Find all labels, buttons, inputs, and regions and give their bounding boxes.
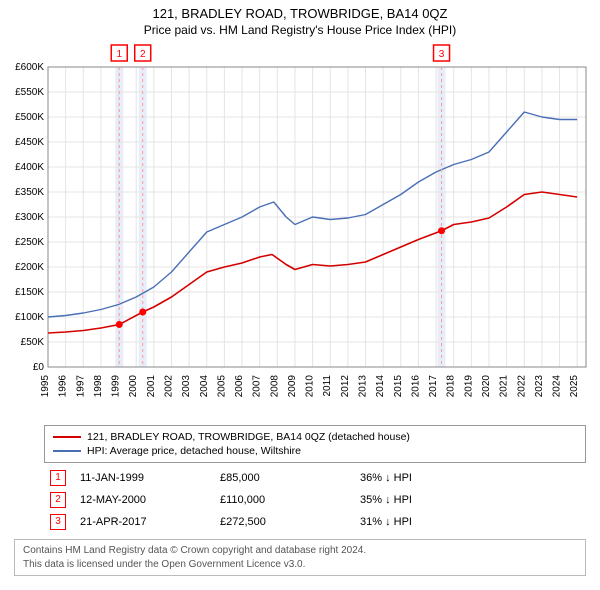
svg-text:2001: 2001 xyxy=(146,375,157,398)
svg-text:2025: 2025 xyxy=(569,375,580,398)
svg-text:1996: 1996 xyxy=(58,375,69,398)
svg-text:1995: 1995 xyxy=(40,375,51,398)
svg-text:2020: 2020 xyxy=(481,375,492,398)
marker-date: 12-MAY-2000 xyxy=(74,489,214,511)
marker-diff: 36% ↓ HPI xyxy=(354,467,586,489)
marker-badge: 1 xyxy=(50,470,66,486)
marker-price: £272,500 xyxy=(214,511,354,533)
footnote-line: This data is licensed under the Open Gov… xyxy=(23,558,577,572)
svg-text:£550K: £550K xyxy=(15,87,44,98)
svg-text:2002: 2002 xyxy=(163,375,174,398)
marker-date: 21-APR-2017 xyxy=(74,511,214,533)
legend-item: HPI: Average price, detached house, Wilt… xyxy=(53,444,577,458)
svg-text:2017: 2017 xyxy=(428,375,439,398)
svg-text:£600K: £600K xyxy=(15,62,44,73)
marker-row: 2 12-MAY-2000£110,00035% ↓ HPI xyxy=(44,489,586,511)
svg-text:2011: 2011 xyxy=(322,375,333,397)
svg-text:2016: 2016 xyxy=(410,375,421,398)
svg-text:£450K: £450K xyxy=(15,137,44,148)
svg-text:2009: 2009 xyxy=(287,375,298,398)
marker-price: £110,000 xyxy=(214,489,354,511)
svg-text:2024: 2024 xyxy=(552,375,563,398)
chart-area: £0 £50K £100K £150K £200K £250K £300K £350K £400… xyxy=(0,39,600,419)
svg-text:1998: 1998 xyxy=(93,375,104,398)
chart-subtitle: Price paid vs. HM Land Registry's House … xyxy=(0,23,600,37)
svg-text:2015: 2015 xyxy=(393,375,404,398)
chart-svg: £0 £50K £100K £150K £200K £250K £300K £350K £400… xyxy=(0,39,600,419)
svg-text:£0: £0 xyxy=(33,362,45,373)
svg-text:£300K: £300K xyxy=(15,212,44,223)
svg-text:1: 1 xyxy=(116,49,122,60)
svg-text:£250K: £250K xyxy=(15,237,44,248)
svg-text:2000: 2000 xyxy=(128,375,139,398)
legend-swatch xyxy=(53,436,81,438)
svg-text:2004: 2004 xyxy=(199,375,210,398)
marker-diff: 31% ↓ HPI xyxy=(354,511,586,533)
svg-text:£50K: £50K xyxy=(21,337,45,348)
svg-text:2: 2 xyxy=(140,49,146,60)
svg-text:2013: 2013 xyxy=(358,375,369,398)
svg-text:3: 3 xyxy=(439,49,445,60)
svg-text:£100K: £100K xyxy=(15,312,44,323)
footnote: Contains HM Land Registry data © Crown c… xyxy=(14,539,586,576)
svg-text:1999: 1999 xyxy=(111,375,122,398)
marker-diff: 35% ↓ HPI xyxy=(354,489,586,511)
legend-label: HPI: Average price, detached house, Wilt… xyxy=(87,445,301,457)
header: 121, BRADLEY ROAD, TROWBRIDGE, BA14 0QZ … xyxy=(0,0,600,39)
legend-swatch xyxy=(53,450,81,452)
legend-item: 121, BRADLEY ROAD, TROWBRIDGE, BA14 0QZ … xyxy=(53,430,577,444)
marker-row: 3 21-APR-2017£272,50031% ↓ HPI xyxy=(44,511,586,533)
svg-text:2021: 2021 xyxy=(499,375,510,398)
svg-text:£350K: £350K xyxy=(15,187,44,198)
svg-text:2014: 2014 xyxy=(375,375,386,398)
svg-text:£200K: £200K xyxy=(15,262,44,273)
marker-price: £85,000 xyxy=(214,467,354,489)
svg-text:2008: 2008 xyxy=(269,375,280,398)
svg-text:£150K: £150K xyxy=(15,287,44,298)
footnote-line: Contains HM Land Registry data © Crown c… xyxy=(23,544,577,558)
svg-text:£500K: £500K xyxy=(15,112,44,123)
marker-date: 11-JAN-1999 xyxy=(74,467,214,489)
legend-label: 121, BRADLEY ROAD, TROWBRIDGE, BA14 0QZ … xyxy=(87,431,410,443)
svg-text:1997: 1997 xyxy=(75,375,86,398)
svg-text:2005: 2005 xyxy=(216,375,227,398)
svg-text:2003: 2003 xyxy=(181,375,192,398)
svg-text:2023: 2023 xyxy=(534,375,545,398)
svg-text:£400K: £400K xyxy=(15,162,44,173)
svg-text:2022: 2022 xyxy=(516,375,527,398)
markers-table: 1 11-JAN-1999£85,00036% ↓ HPI 2 12-MAY-2000… xyxy=(44,467,586,533)
svg-text:2006: 2006 xyxy=(234,375,245,398)
svg-text:2007: 2007 xyxy=(252,375,263,398)
marker-row: 1 11-JAN-1999£85,00036% ↓ HPI xyxy=(44,467,586,489)
chart-title: 121, BRADLEY ROAD, TROWBRIDGE, BA14 0QZ xyxy=(0,6,600,21)
svg-text:2018: 2018 xyxy=(446,375,457,398)
chart-container: 121, BRADLEY ROAD, TROWBRIDGE, BA14 0QZ … xyxy=(0,0,600,576)
marker-badge: 2 xyxy=(50,492,66,508)
svg-text:2012: 2012 xyxy=(340,375,351,398)
legend: 121, BRADLEY ROAD, TROWBRIDGE, BA14 0QZ … xyxy=(44,425,586,463)
marker-badge: 3 xyxy=(50,514,66,530)
svg-text:2010: 2010 xyxy=(305,375,316,398)
svg-text:2019: 2019 xyxy=(463,375,474,398)
